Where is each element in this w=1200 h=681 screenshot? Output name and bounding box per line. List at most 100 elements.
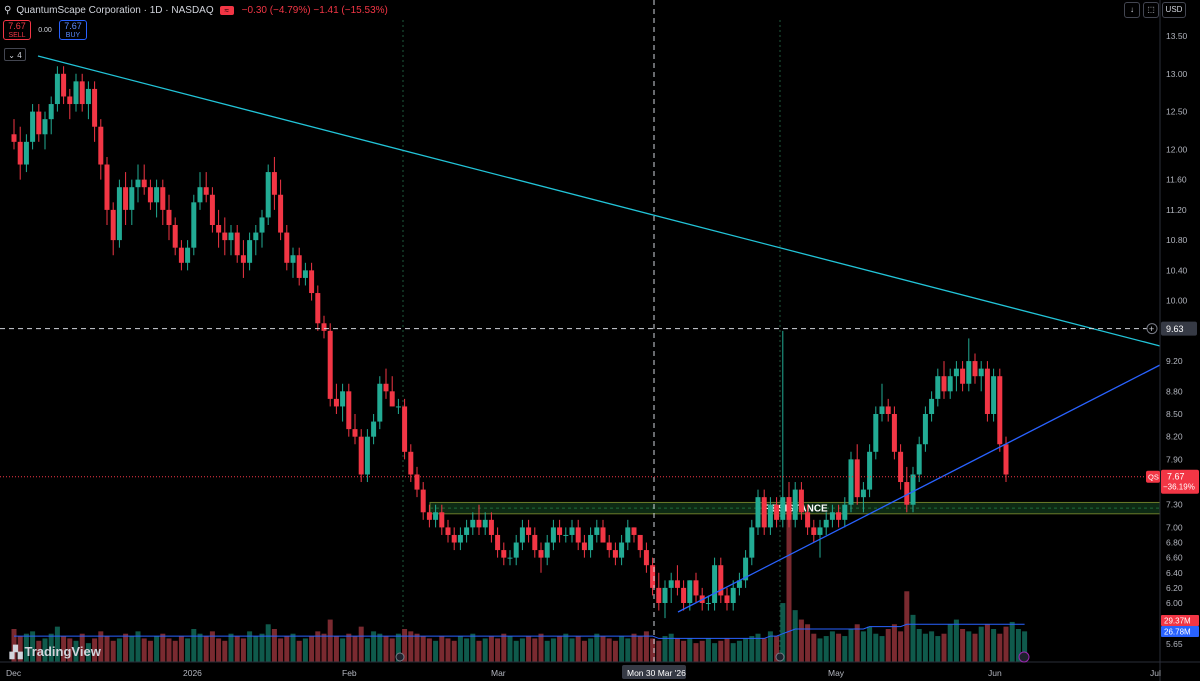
crosshair-price-label: 9.63 bbox=[1166, 324, 1184, 334]
candle-body bbox=[358, 436, 364, 475]
volume-bar bbox=[278, 638, 284, 662]
volume-bar bbox=[383, 636, 389, 662]
volume-bar bbox=[141, 638, 147, 662]
tradingview-logo[interactable]: ▗▚ TradingView bbox=[5, 644, 101, 659]
volume-bar bbox=[929, 631, 935, 662]
candle-body bbox=[637, 534, 643, 551]
candle-body bbox=[216, 225, 222, 233]
volume-bar bbox=[284, 636, 290, 662]
volume-bar bbox=[798, 619, 804, 662]
candle-body bbox=[470, 519, 476, 528]
volume-bar bbox=[340, 638, 346, 662]
volume-bar bbox=[426, 638, 432, 662]
volume-bar bbox=[129, 636, 135, 662]
sell-button[interactable]: 7.67 SELL bbox=[3, 20, 31, 40]
volume-bar bbox=[17, 636, 23, 662]
volume-bar bbox=[464, 638, 470, 662]
buy-button[interactable]: 7.67 BUY bbox=[59, 20, 87, 40]
volume-bar bbox=[501, 633, 507, 662]
visibility-icon[interactable]: ≈ bbox=[219, 5, 234, 15]
candle-body bbox=[30, 111, 36, 142]
volume-bar bbox=[792, 610, 798, 662]
screenshot-button[interactable]: ⬚ bbox=[1143, 2, 1159, 18]
candle-body bbox=[1003, 444, 1009, 475]
trade-buttons: 7.67 SELL 0.00 7.67 BUY bbox=[3, 20, 87, 40]
price-tick-label: 5.65 bbox=[1166, 639, 1183, 649]
search-icon[interactable]: ⚲ bbox=[4, 4, 12, 16]
volume-bar bbox=[891, 624, 897, 662]
volume-bar bbox=[154, 636, 160, 662]
volume-label: 29.37M bbox=[1164, 617, 1191, 626]
currency-button[interactable]: USD bbox=[1162, 2, 1186, 18]
sell-label: SELL bbox=[8, 32, 26, 39]
price-tick-label: 6.40 bbox=[1166, 568, 1183, 578]
volume-bar bbox=[507, 636, 513, 662]
symbol-title[interactable]: QuantumScape Corporation · 1D · NASDAQ bbox=[16, 4, 214, 16]
last-price-label: 7.67 bbox=[1167, 472, 1185, 482]
candle-body bbox=[526, 527, 532, 535]
price-tick-label: 7.90 bbox=[1166, 454, 1183, 464]
volume-bar bbox=[687, 638, 693, 662]
volume-bar bbox=[302, 638, 308, 662]
price-tick-label: 6.00 bbox=[1166, 598, 1183, 608]
candle-body bbox=[929, 398, 935, 414]
candle-body bbox=[829, 512, 835, 520]
price-tick-label: 7.00 bbox=[1166, 522, 1183, 532]
price-tick-label: 10.00 bbox=[1166, 296, 1188, 306]
volume-bar bbox=[705, 638, 711, 662]
plus-icon: + bbox=[1149, 324, 1154, 334]
volume-bar bbox=[253, 636, 259, 662]
candle-body bbox=[259, 217, 265, 233]
volume-bar bbox=[110, 640, 116, 662]
volume-bar bbox=[327, 619, 333, 662]
volume-bar bbox=[234, 636, 240, 662]
candle-body bbox=[736, 580, 742, 588]
volume-bar bbox=[569, 638, 575, 662]
volume-bar bbox=[315, 631, 321, 662]
candle-body bbox=[104, 164, 110, 210]
candle-body bbox=[774, 504, 780, 520]
volume-bar bbox=[271, 629, 277, 662]
volume-bar bbox=[749, 636, 755, 662]
candle-body bbox=[228, 232, 234, 241]
candle-body bbox=[154, 187, 160, 203]
volume-bar bbox=[123, 633, 129, 662]
time-tick-label: 2026 bbox=[183, 668, 202, 678]
candle-body bbox=[631, 527, 637, 535]
volume-bar bbox=[1003, 626, 1009, 662]
price-tick-label: 6.20 bbox=[1166, 583, 1183, 593]
volume-bar bbox=[203, 636, 209, 662]
candle-body bbox=[67, 96, 73, 105]
time-tick-label: Jul bbox=[1150, 668, 1161, 678]
candle-body bbox=[265, 172, 271, 218]
volume-bar bbox=[135, 631, 141, 662]
volume-bar bbox=[588, 638, 594, 662]
candle-body bbox=[891, 414, 897, 452]
volume-bar bbox=[67, 638, 73, 662]
volume-bar bbox=[346, 633, 352, 662]
candle-body bbox=[402, 406, 408, 452]
candle-body bbox=[693, 580, 699, 596]
volume-bar bbox=[519, 638, 525, 662]
volume-bar bbox=[222, 640, 228, 662]
symbol-header[interactable]: ⚲ QuantumScape Corporation · 1D · NASDAQ… bbox=[4, 3, 388, 17]
volume-bar bbox=[228, 633, 234, 662]
volume-bar bbox=[439, 636, 445, 662]
crosshair-date-box bbox=[622, 665, 686, 679]
volume-bar bbox=[904, 591, 910, 662]
candle-body bbox=[997, 376, 1003, 445]
candle-body bbox=[786, 497, 792, 520]
candle-body bbox=[532, 534, 538, 551]
download-button[interactable]: ↓ bbox=[1124, 2, 1140, 18]
candle-body bbox=[805, 512, 811, 528]
candle-body bbox=[879, 406, 885, 414]
candle-body bbox=[978, 368, 984, 377]
candle-body bbox=[290, 255, 296, 263]
price-tick-label: 6.80 bbox=[1166, 538, 1183, 548]
candle-body bbox=[408, 451, 414, 475]
volume-bar bbox=[36, 640, 42, 662]
price-tick-label: 10.80 bbox=[1166, 235, 1188, 245]
indicators-toggle[interactable]: ⌄ 4 bbox=[4, 48, 26, 61]
volume-bar bbox=[780, 603, 786, 662]
